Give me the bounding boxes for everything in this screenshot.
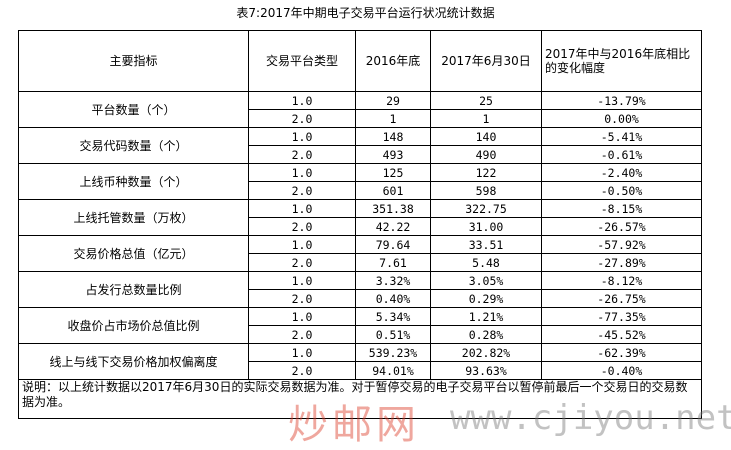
data-row: 线上与线下交易价格加权偏离度 1.0 539.23% 202.82% -62.39% [18, 343, 702, 380]
value-cell: 5.48 [430, 253, 542, 272]
data-row: 上线托管数量（万枚） 1.0 351.38 322.75 -8.15% [18, 199, 702, 236]
indicator-cell: 交易价格总值（亿元） [18, 235, 249, 272]
value-cell: -8.15% [541, 199, 702, 218]
value-cell: 2.0 [248, 289, 356, 308]
watermark-brand: 炒邮网 [288, 402, 420, 448]
value-cell: 2.0 [248, 217, 356, 236]
value-cell: 0.40% [355, 289, 431, 308]
value-cell: 5.34% [355, 307, 431, 326]
value-cell: 122 [430, 163, 542, 182]
value-cell: 42.22 [355, 217, 431, 236]
value-cell: 94.01% [355, 361, 431, 380]
header-row: 主要指标 交易平台类型 2016年底 2017年6月30日 2017年中与2016年底相… [18, 30, 702, 92]
value-cell: 7.61 [355, 253, 431, 272]
note-cell: 说明：以上统计数据以2017年6月30日的实际交易数据为准。对于暂停交易的电子交… [18, 379, 702, 419]
value-cell: -27.89% [541, 253, 702, 272]
indicator-cell: 占发行总数量比例 [18, 271, 249, 308]
value-cell: 0.00% [541, 109, 702, 128]
value-cell: -62.39% [541, 343, 702, 362]
indicator-cell: 上线币种数量（个） [18, 163, 249, 200]
value-cell: -26.57% [541, 217, 702, 236]
value-cell: 351.38 [355, 199, 431, 218]
value-cell: 0.29% [430, 289, 542, 308]
header-cell: 2016年底 [355, 30, 431, 92]
value-cell: 1.0 [248, 163, 356, 182]
data-row: 2.0 1 1 0.00% [19, 109, 702, 128]
value-cell: 31.00 [430, 217, 542, 236]
value-cell: 1.0 [248, 343, 356, 362]
header-cell: 2017年中与2016年底相比的变化幅度 [541, 30, 702, 92]
value-cell: 29 [355, 91, 431, 110]
value-cell: 2.0 [248, 145, 356, 164]
header-cell: 交易平台类型 [248, 30, 356, 92]
indicator-cell: 交易代码数量（个） [18, 127, 249, 164]
value-cell: -77.35% [541, 307, 702, 326]
value-cell: 493 [355, 145, 431, 164]
indicator-cell: 线上与线下交易价格加权偏离度 [18, 343, 249, 380]
data-row: 交易代码数量（个） 1.0 148 140 -5.41% [18, 127, 702, 164]
value-cell: 3.32% [355, 271, 431, 290]
data-row: 2.0 7.61 5.48 -27.89% [19, 253, 702, 272]
value-cell: 140 [430, 127, 542, 146]
value-cell: 2.0 [248, 361, 356, 380]
value-cell: -8.12% [541, 271, 702, 290]
value-cell: 2.0 [248, 181, 356, 200]
value-cell: 1.0 [248, 91, 356, 110]
value-cell: -0.50% [541, 181, 702, 200]
value-cell: 1.21% [430, 307, 542, 326]
value-cell: 148 [355, 127, 431, 146]
value-cell: 2.0 [248, 325, 356, 344]
value-cell: 1.0 [248, 271, 356, 290]
value-cell: 490 [430, 145, 542, 164]
value-cell: -45.52% [541, 325, 702, 344]
value-cell: -0.61% [541, 145, 702, 164]
value-cell: -26.75% [541, 289, 702, 308]
note-row: 说明：以上统计数据以2017年6月30日的实际交易数据为准。对于暂停交易的电子交… [18, 379, 702, 419]
value-cell: -13.79% [541, 91, 702, 110]
value-cell: 1 [355, 109, 431, 128]
value-cell: -2.40% [541, 163, 702, 182]
value-cell: -0.40% [541, 361, 702, 380]
data-table: 主要指标 交易平台类型 2016年底 2017年6月30日 2017年中与2016年底相… [18, 30, 702, 419]
value-cell: 1.0 [248, 199, 356, 218]
value-cell: 79.64 [355, 235, 431, 254]
watermark-url: www.cjiyou.net [450, 398, 731, 438]
indicator-cell: 平台数量（个） [18, 91, 249, 128]
value-cell: 2.0 [248, 253, 356, 272]
value-cell: 601 [355, 181, 431, 200]
value-cell: 33.51 [430, 235, 542, 254]
data-row: 收盘价占市场价总值比例 1.0 5.34% 1.21% -77.35% [18, 307, 702, 344]
data-row: 上线币种数量（个） 1.0 125 122 -2.40% [18, 163, 702, 200]
value-cell: 125 [355, 163, 431, 182]
value-cell: 0.28% [430, 325, 542, 344]
data-row: 交易价格总值（亿元） 1.0 79.64 33.51 -57.92% [18, 235, 702, 272]
value-cell: 3.05% [430, 271, 542, 290]
value-cell: 2.0 [248, 109, 356, 128]
value-cell: 1.0 [248, 127, 356, 146]
value-cell: 93.63% [430, 361, 542, 380]
value-cell: 0.51% [355, 325, 431, 344]
data-row: 2.0 94.01% 93.63% -0.40% [19, 361, 702, 380]
indicator-cell: 收盘价占市场价总值比例 [18, 307, 249, 344]
indicator-cell: 上线托管数量（万枚） [18, 199, 249, 236]
value-cell: 1.0 [248, 235, 356, 254]
value-cell: 1.0 [248, 307, 356, 326]
value-cell: 322.75 [430, 199, 542, 218]
value-cell: 1 [430, 109, 542, 128]
data-row: 占发行总数量比例 1.0 3.32% 3.05% -8.12% [18, 271, 702, 308]
header-cell: 2017年6月30日 [430, 30, 542, 92]
value-cell: -57.92% [541, 235, 702, 254]
data-row: 平台数量（个） 1.0 29 25 -13.79% [18, 91, 702, 128]
value-cell: 25 [430, 91, 542, 110]
value-cell: 202.82% [430, 343, 542, 362]
data-row: 2.0 0.40% 0.29% -26.75% [19, 289, 702, 308]
header-cell: 主要指标 [18, 30, 249, 92]
table-title: 表7:2017年中期电子交易平台运行状况统计数据 [236, 6, 495, 20]
value-cell: 598 [430, 181, 542, 200]
value-cell: 539.23% [355, 343, 431, 362]
value-cell: -5.41% [541, 127, 702, 146]
